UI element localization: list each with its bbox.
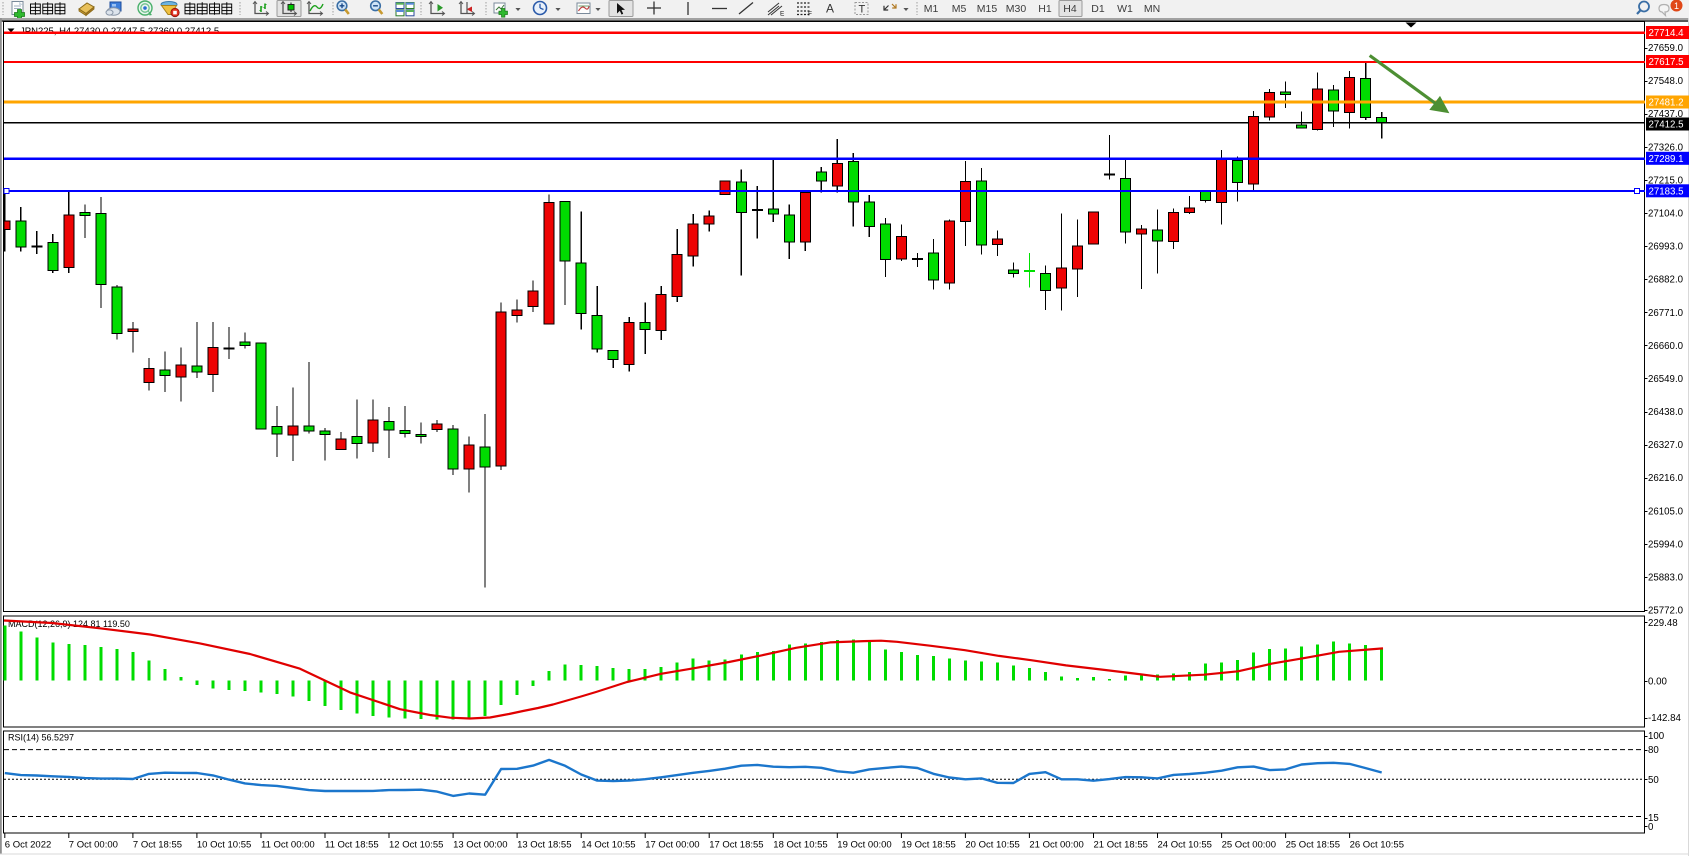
svg-text:26882.0: 26882.0 [1648,275,1684,286]
svg-text:26549.0: 26549.0 [1648,374,1684,385]
svg-text:27289.1: 27289.1 [1649,154,1684,165]
svg-text:18 Oct 10:55: 18 Oct 10:55 [773,839,827,850]
svg-text:7 Oct 18:55: 7 Oct 18:55 [133,839,182,850]
svg-text:27326.0: 27326.0 [1648,142,1684,153]
svg-text:27617.5: 27617.5 [1649,57,1684,68]
svg-text:27215.0: 27215.0 [1648,175,1684,186]
svg-text:27714.4: 27714.4 [1649,28,1685,39]
svg-text:-142.84: -142.84 [1648,713,1681,724]
svg-text:25 Oct 00:00: 25 Oct 00:00 [1222,839,1276,850]
svg-text:26327.0: 26327.0 [1648,440,1684,451]
svg-text:6 Oct 2022: 6 Oct 2022 [5,839,51,850]
svg-text:229.48: 229.48 [1648,618,1678,629]
svg-text:17 Oct 00:00: 17 Oct 00:00 [645,839,699,850]
svg-text:10 Oct 10:55: 10 Oct 10:55 [197,839,251,850]
svg-text:T: T [859,4,866,16]
svg-text:26771.0: 26771.0 [1648,308,1684,319]
svg-text:M15: M15 [977,3,998,15]
svg-text:M1: M1 [924,3,939,15]
svg-text:25994.0: 25994.0 [1648,539,1684,550]
svg-text:25883.0: 25883.0 [1648,573,1684,584]
svg-text:27659.0: 27659.0 [1648,43,1684,54]
svg-text:D1: D1 [1091,3,1105,15]
svg-text:M5: M5 [952,3,967,15]
svg-text:26993.0: 26993.0 [1648,242,1684,253]
svg-text:M30: M30 [1006,3,1027,15]
svg-text:21 Oct 00:00: 21 Oct 00:00 [1029,839,1083,850]
svg-text:JPN225, H4 27430.0 27447.5 27: JPN225, H4 27430.0 27447.5 27360.0 27412… [20,26,219,37]
svg-text:0.00: 0.00 [1648,677,1667,688]
svg-text:26 Oct 10:55: 26 Oct 10:55 [1350,839,1404,850]
svg-text:7 Oct 00:00: 7 Oct 00:00 [69,839,118,850]
svg-text:26438.0: 26438.0 [1648,407,1684,418]
svg-text:80: 80 [1648,745,1659,756]
svg-text:H4: H4 [1063,3,1077,15]
svg-text:27481.2: 27481.2 [1649,98,1684,109]
svg-text:11 Oct 00:00: 11 Oct 00:00 [261,839,315,850]
svg-text:19 Oct 00:00: 19 Oct 00:00 [837,839,891,850]
svg-text:100: 100 [1648,731,1665,742]
svg-text:27412.5: 27412.5 [1649,120,1684,131]
svg-text:25 Oct 18:55: 25 Oct 18:55 [1286,839,1340,850]
svg-text:MN: MN [1144,3,1160,15]
svg-text:21 Oct 18:55: 21 Oct 18:55 [1094,839,1148,850]
svg-text:26660.0: 26660.0 [1648,341,1684,352]
svg-text:RSI(14) 56.5297: RSI(14) 56.5297 [8,733,74,743]
svg-text:50: 50 [1648,775,1659,786]
svg-text:13 Oct 00:00: 13 Oct 00:00 [453,839,507,850]
svg-text:25772.0: 25772.0 [1648,606,1684,617]
svg-text:15: 15 [1648,813,1659,824]
svg-text:27183.5: 27183.5 [1649,186,1684,197]
svg-text:24 Oct 10:55: 24 Oct 10:55 [1158,839,1212,850]
svg-text:W1: W1 [1117,3,1133,15]
svg-text:26216.0: 26216.0 [1648,473,1684,484]
svg-text:13 Oct 18:55: 13 Oct 18:55 [517,839,571,850]
svg-text:11 Oct 18:55: 11 Oct 18:55 [325,839,379,850]
svg-text:27548.0: 27548.0 [1648,76,1684,87]
svg-text:27104.0: 27104.0 [1648,209,1684,220]
svg-text:14 Oct 10:55: 14 Oct 10:55 [581,839,635,850]
svg-text:H1: H1 [1038,3,1052,15]
svg-text:26105.0: 26105.0 [1648,506,1684,517]
svg-text:27437.0: 27437.0 [1648,109,1684,120]
svg-text:F: F [808,11,812,18]
svg-text:0: 0 [1648,822,1654,833]
svg-text:1: 1 [1674,1,1679,11]
svg-text:17 Oct 18:55: 17 Oct 18:55 [709,839,763,850]
svg-text:20 Oct 10:55: 20 Oct 10:55 [965,839,1019,850]
svg-text:19 Oct 18:55: 19 Oct 18:55 [901,839,955,850]
svg-text:E: E [780,11,785,18]
svg-text:12 Oct 10:55: 12 Oct 10:55 [389,839,443,850]
svg-text:A: A [826,2,834,16]
